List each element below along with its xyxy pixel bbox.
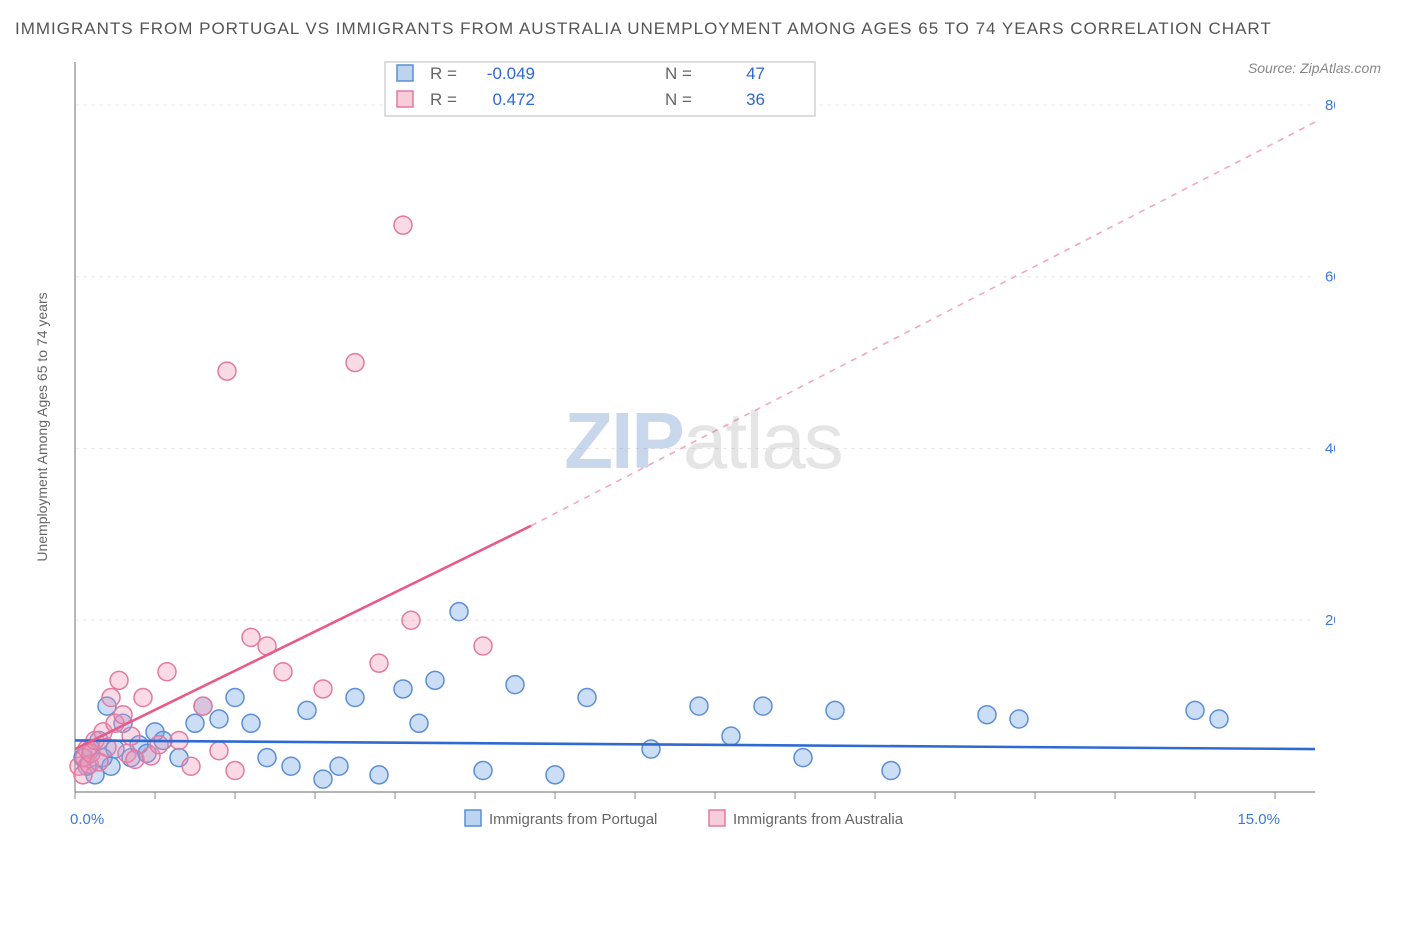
correlation-scatter-chart: 20.0% 40.0% 60.0% 80.0% 0.0% 15.0% Unemploymen… [15,52,1335,842]
svg-text:0.0%: 0.0% [70,811,104,828]
chart-title: IMMIGRANTS FROM PORTUGAL VS IMMIGRANTS F… [15,15,1391,42]
svg-text:40.0%: 40.0% [1325,441,1335,458]
svg-text:0.472: 0.472 [492,90,535,109]
svg-text:R =: R = [430,64,457,83]
chart-container: 20.0% 40.0% 60.0% 80.0% 0.0% 15.0% Unemploymen… [15,52,1391,847]
svg-text:N =: N = [665,64,692,83]
svg-text:47: 47 [746,64,765,83]
svg-text:Immigrants from Portugal: Immigrants from Portugal [489,811,657,828]
svg-text:Immigrants from Australia: Immigrants from Australia [733,811,904,828]
svg-text:Unemployment Among Ages 65 to: Unemployment Among Ages 65 to 74 years [34,293,50,562]
svg-text:80.0%: 80.0% [1325,97,1335,114]
svg-text:R =: R = [430,90,457,109]
svg-text:60.0%: 60.0% [1325,269,1335,286]
svg-text:20.0%: 20.0% [1325,612,1335,629]
svg-text:36: 36 [746,90,765,109]
svg-text:15.0%: 15.0% [1237,811,1280,828]
svg-text:-0.049: -0.049 [487,64,535,83]
svg-text:N =: N = [665,90,692,109]
